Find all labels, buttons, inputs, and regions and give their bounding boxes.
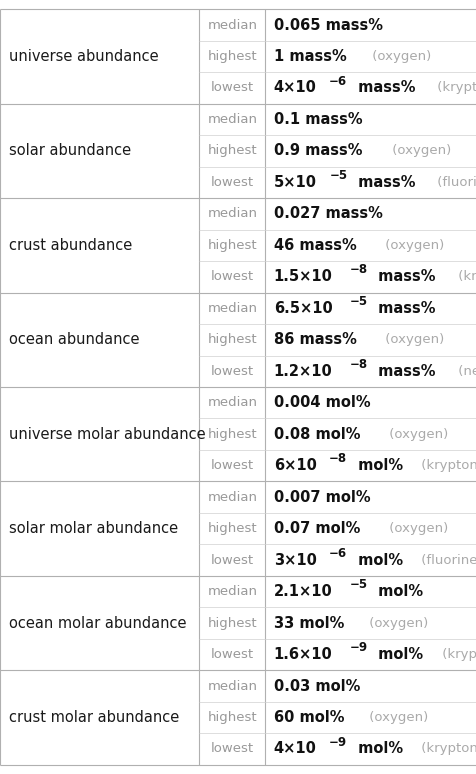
Text: mass%: mass% bbox=[372, 269, 435, 284]
Text: (krypton): (krypton) bbox=[432, 81, 476, 94]
Text: 4×10: 4×10 bbox=[273, 80, 316, 95]
Text: mol%: mol% bbox=[372, 647, 422, 662]
Text: (krypton): (krypton) bbox=[453, 270, 476, 283]
Text: lowest: lowest bbox=[210, 459, 253, 472]
Text: −5: −5 bbox=[349, 578, 367, 591]
Text: highest: highest bbox=[207, 334, 257, 346]
Text: mass%: mass% bbox=[352, 175, 414, 190]
Text: ocean abundance: ocean abundance bbox=[9, 332, 139, 348]
Text: −8: −8 bbox=[328, 452, 347, 465]
Text: mol%: mol% bbox=[352, 553, 402, 567]
Text: 1 mass%: 1 mass% bbox=[273, 49, 346, 64]
Text: 6.5×10: 6.5×10 bbox=[273, 301, 332, 316]
Text: (oxygen): (oxygen) bbox=[364, 711, 427, 724]
Text: 6×10: 6×10 bbox=[273, 458, 316, 473]
Text: 4×10: 4×10 bbox=[273, 741, 316, 756]
Text: 1.5×10: 1.5×10 bbox=[273, 269, 332, 284]
Text: universe abundance: universe abundance bbox=[9, 49, 158, 64]
Text: (oxygen): (oxygen) bbox=[385, 428, 448, 440]
Text: 2.1×10: 2.1×10 bbox=[273, 584, 332, 599]
Text: median: median bbox=[207, 207, 257, 221]
Text: 0.065 mass%: 0.065 mass% bbox=[273, 18, 382, 33]
Text: lowest: lowest bbox=[210, 365, 253, 378]
Text: ocean molar abundance: ocean molar abundance bbox=[9, 615, 186, 631]
Text: highest: highest bbox=[207, 239, 257, 252]
Text: mass%: mass% bbox=[352, 80, 414, 95]
Text: mass%: mass% bbox=[372, 364, 435, 378]
Text: −5: −5 bbox=[349, 295, 367, 308]
Text: lowest: lowest bbox=[210, 81, 253, 94]
Text: highest: highest bbox=[207, 50, 257, 63]
Text: 0.07 mol%: 0.07 mol% bbox=[273, 521, 359, 536]
Text: median: median bbox=[207, 396, 257, 409]
Text: (oxygen): (oxygen) bbox=[380, 334, 443, 346]
Text: solar abundance: solar abundance bbox=[9, 143, 130, 159]
Text: lowest: lowest bbox=[210, 176, 253, 189]
Text: 0.004 mol%: 0.004 mol% bbox=[273, 396, 370, 410]
Text: (fluorine): (fluorine) bbox=[416, 553, 476, 567]
Text: 46 mass%: 46 mass% bbox=[273, 238, 356, 253]
Text: 0.9 mass%: 0.9 mass% bbox=[273, 143, 362, 159]
Text: (krypton): (krypton) bbox=[437, 648, 476, 661]
Text: (oxygen): (oxygen) bbox=[364, 617, 427, 629]
Text: 86 mass%: 86 mass% bbox=[273, 332, 356, 348]
Text: (neon): (neon) bbox=[453, 365, 476, 378]
Text: median: median bbox=[207, 491, 257, 504]
Text: highest: highest bbox=[207, 428, 257, 440]
Text: 0.027 mass%: 0.027 mass% bbox=[273, 207, 382, 221]
Text: lowest: lowest bbox=[210, 553, 253, 567]
Text: median: median bbox=[207, 585, 257, 598]
Text: crust abundance: crust abundance bbox=[9, 238, 131, 253]
Text: (oxygen): (oxygen) bbox=[367, 50, 430, 63]
Text: mol%: mol% bbox=[352, 458, 402, 473]
Text: 60 mol%: 60 mol% bbox=[273, 710, 344, 725]
Text: highest: highest bbox=[207, 522, 257, 535]
Text: 0.08 mol%: 0.08 mol% bbox=[273, 426, 359, 442]
Text: −8: −8 bbox=[349, 358, 367, 371]
Text: −5: −5 bbox=[328, 169, 347, 182]
Text: lowest: lowest bbox=[210, 648, 253, 661]
Text: (krypton): (krypton) bbox=[416, 459, 476, 472]
Text: mol%: mol% bbox=[372, 584, 422, 599]
Text: −6: −6 bbox=[328, 74, 347, 87]
Text: mass%: mass% bbox=[372, 301, 435, 316]
Text: 3×10: 3×10 bbox=[273, 553, 316, 567]
Text: lowest: lowest bbox=[210, 270, 253, 283]
Text: universe molar abundance: universe molar abundance bbox=[9, 426, 205, 442]
Text: 1.2×10: 1.2×10 bbox=[273, 364, 332, 378]
Text: −8: −8 bbox=[349, 263, 367, 276]
Text: 0.03 mol%: 0.03 mol% bbox=[273, 679, 359, 694]
Text: (oxygen): (oxygen) bbox=[387, 145, 450, 157]
Text: median: median bbox=[207, 302, 257, 315]
Text: 33 mol%: 33 mol% bbox=[273, 615, 344, 631]
Text: (krypton): (krypton) bbox=[416, 742, 476, 755]
Text: 0.1 mass%: 0.1 mass% bbox=[273, 112, 362, 127]
Text: median: median bbox=[207, 680, 257, 693]
Text: median: median bbox=[207, 19, 257, 32]
Text: mol%: mol% bbox=[352, 741, 402, 756]
Text: 1.6×10: 1.6×10 bbox=[273, 647, 332, 662]
Text: median: median bbox=[207, 113, 257, 126]
Text: solar molar abundance: solar molar abundance bbox=[9, 521, 178, 536]
Text: highest: highest bbox=[207, 145, 257, 157]
Text: highest: highest bbox=[207, 711, 257, 724]
Text: (fluorine): (fluorine) bbox=[432, 176, 476, 189]
Text: highest: highest bbox=[207, 617, 257, 629]
Text: −9: −9 bbox=[349, 641, 367, 654]
Text: (oxygen): (oxygen) bbox=[380, 239, 443, 252]
Text: (oxygen): (oxygen) bbox=[385, 522, 447, 535]
Text: 0.007 mol%: 0.007 mol% bbox=[273, 490, 370, 505]
Text: 5×10: 5×10 bbox=[273, 175, 316, 190]
Text: crust molar abundance: crust molar abundance bbox=[9, 710, 178, 725]
Text: −9: −9 bbox=[328, 735, 347, 748]
Text: lowest: lowest bbox=[210, 742, 253, 755]
Text: −6: −6 bbox=[328, 546, 347, 560]
